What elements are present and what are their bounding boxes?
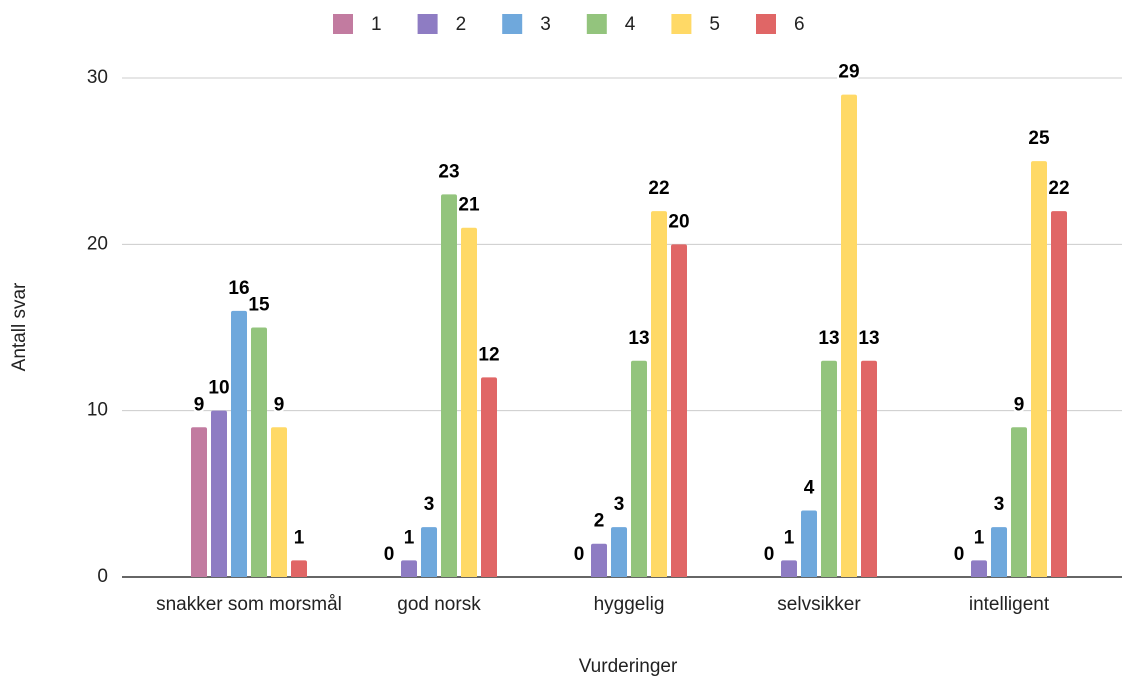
bar xyxy=(991,527,1007,577)
legend-label: 6 xyxy=(794,14,805,35)
bar xyxy=(861,360,877,577)
value-label: 0 xyxy=(764,544,775,565)
bar xyxy=(191,427,207,577)
bar xyxy=(481,377,497,577)
bar xyxy=(631,360,647,577)
legend-swatch xyxy=(586,14,607,34)
value-label: 22 xyxy=(648,178,669,199)
value-label: 21 xyxy=(458,195,480,216)
value-label: 2 xyxy=(594,511,605,532)
y-tick-label: 20 xyxy=(87,233,108,254)
value-label: 13 xyxy=(818,328,839,349)
bar xyxy=(841,94,857,577)
value-label: 13 xyxy=(858,328,879,349)
value-label: 4 xyxy=(804,477,815,498)
bar xyxy=(1011,427,1027,577)
value-label: 0 xyxy=(384,544,395,565)
legend-swatch xyxy=(417,14,438,34)
bar xyxy=(821,360,837,577)
bar xyxy=(801,510,817,577)
value-label: 1 xyxy=(784,527,795,548)
bar xyxy=(251,327,267,577)
x-tick-label: hyggelig xyxy=(594,594,665,615)
value-label: 10 xyxy=(208,378,229,399)
x-tick-label: selvsikker xyxy=(777,594,861,615)
y-tick-label: 30 xyxy=(87,67,108,88)
legend-swatch xyxy=(756,14,776,34)
legend-label: 2 xyxy=(456,14,467,35)
legend-label: 1 xyxy=(371,14,382,35)
bar xyxy=(1031,161,1047,577)
x-axis-title: Vurderinger xyxy=(579,656,678,677)
value-label: 1 xyxy=(294,527,305,548)
legend-label: 4 xyxy=(625,14,636,35)
legend-label: 3 xyxy=(540,14,551,35)
bar xyxy=(651,211,667,578)
value-label: 0 xyxy=(574,544,585,565)
bar xyxy=(211,410,227,577)
bar xyxy=(441,194,457,577)
y-axis-title: Antall svar xyxy=(9,282,30,371)
legend-swatch xyxy=(502,14,523,34)
value-label: 9 xyxy=(194,394,205,415)
value-label: 1 xyxy=(404,527,415,548)
value-label: 1 xyxy=(974,527,985,548)
bar xyxy=(461,227,477,577)
value-label: 9 xyxy=(274,394,285,415)
value-label: 13 xyxy=(628,328,649,349)
y-tick-label: 10 xyxy=(87,400,108,421)
x-tick-label: god norsk xyxy=(397,594,481,615)
value-label: 16 xyxy=(228,278,249,299)
value-label: 25 xyxy=(1028,128,1050,149)
value-label: 3 xyxy=(424,494,435,515)
bar xyxy=(271,427,287,577)
y-tick-label: 0 xyxy=(97,566,108,587)
bar xyxy=(611,527,627,577)
bar xyxy=(421,527,437,577)
bar xyxy=(401,560,417,577)
value-label: 3 xyxy=(994,494,1005,515)
x-tick-label: intelligent xyxy=(969,594,1050,615)
legend-label: 5 xyxy=(709,14,720,35)
value-label: 22 xyxy=(1048,178,1069,199)
bar xyxy=(1051,211,1067,578)
value-label: 15 xyxy=(248,295,270,316)
value-label: 23 xyxy=(438,161,459,182)
bar xyxy=(671,244,687,578)
bar xyxy=(781,560,797,577)
value-label: 12 xyxy=(478,344,499,365)
value-label: 9 xyxy=(1014,394,1025,415)
bar xyxy=(591,543,607,577)
value-label: 0 xyxy=(954,544,965,565)
value-label: 20 xyxy=(668,211,689,232)
legend-swatch xyxy=(333,14,353,34)
legend-swatch xyxy=(671,14,692,34)
bar xyxy=(231,310,247,577)
value-label: 3 xyxy=(614,494,625,515)
x-tick-label: snakker som morsmål xyxy=(156,594,342,615)
value-label: 29 xyxy=(838,62,859,83)
bar xyxy=(291,560,307,577)
bar xyxy=(971,560,987,577)
